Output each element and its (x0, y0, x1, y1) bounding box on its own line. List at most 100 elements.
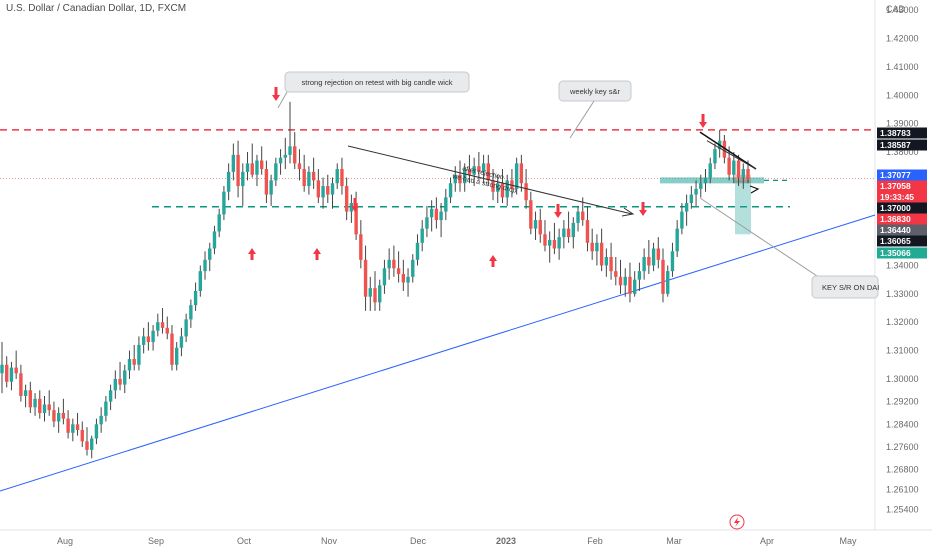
candle-body (14, 367, 18, 374)
candle-body (94, 424, 99, 439)
candle-body (212, 231, 217, 249)
candle-body (708, 163, 712, 178)
candle-body (557, 237, 561, 249)
candle-body (491, 180, 495, 192)
candle-body (727, 157, 731, 175)
candle-body (425, 217, 429, 229)
rejection-callout-pointer (277, 91, 288, 109)
x-tick-label: Apr (760, 536, 774, 546)
y-tick-label: 1.33000 (886, 289, 919, 299)
candle-body (623, 276, 627, 286)
candle-body (85, 441, 89, 450)
drop-arrow-head (621, 207, 635, 217)
price-label-bg (877, 139, 927, 151)
candle-body (354, 203, 358, 235)
y-tick-label: 1.42000 (886, 34, 919, 44)
price-label: 1.38783 (880, 128, 911, 138)
candle-body (123, 370, 127, 385)
x-tick-label: Dec (410, 536, 427, 546)
candle-body (387, 259, 391, 269)
y-tick-label: 1.32000 (886, 317, 919, 327)
candle-body (156, 322, 160, 331)
y-tick-label: 1.43000 (886, 5, 919, 15)
candle-body (269, 180, 273, 195)
candle-body (283, 154, 287, 158)
candle-body (241, 171, 245, 187)
candle-body (533, 220, 538, 229)
candle-body (208, 248, 212, 260)
candle-body (666, 271, 670, 294)
y-tick-label: 1.26800 (886, 465, 919, 475)
price-label-bg (877, 169, 927, 181)
resistance-down-arrow (554, 204, 562, 218)
y-tick-label: 1.25400 (886, 504, 919, 514)
candle-body (137, 344, 141, 365)
candle-body (71, 424, 75, 433)
candle-body (61, 412, 66, 419)
key-sr-callout-text: KEY S/R ON DAI (822, 283, 879, 292)
candle-body (514, 163, 519, 189)
candle-body (363, 259, 368, 297)
candle-body (326, 186, 330, 195)
x-tick-label: Feb (587, 536, 603, 546)
candle-body (56, 412, 61, 422)
candle-body (481, 163, 486, 172)
price-label-bg (877, 191, 927, 203)
candle-body (736, 160, 741, 178)
candle-body (595, 242, 599, 252)
candle-body (656, 248, 660, 260)
price-label: 1.37000 (880, 203, 911, 213)
candle-body (179, 336, 184, 348)
candle-body (566, 228, 571, 238)
candle-body (571, 222, 576, 238)
candle-body (382, 268, 387, 286)
descending-trendline (699, 131, 757, 170)
key-zone-box (660, 177, 764, 184)
y-tick-label: 1.39000 (886, 119, 919, 129)
candle-body (543, 234, 547, 246)
candle-body (335, 169, 339, 184)
candle-body (198, 271, 203, 292)
candle-body (344, 186, 349, 212)
candle-body (463, 169, 467, 184)
resistance-down-arrow (351, 198, 359, 212)
candle-body (250, 163, 254, 175)
chart-title: U.S. Dollar / Canadian Dollar, 1D, FXCM (6, 3, 187, 14)
candle-body (288, 146, 292, 155)
wedge-lower-line (706, 140, 757, 170)
alert-icon-ring (729, 514, 745, 530)
candle-body (226, 171, 231, 192)
alert-icon (734, 517, 740, 527)
candle-body (278, 157, 283, 164)
support-up-arrow (248, 248, 256, 260)
resistance-down-arrow (272, 87, 280, 101)
candle-body (245, 163, 250, 172)
candle-body (340, 169, 344, 187)
candle-body (453, 174, 457, 184)
price-label: 1.37058 (880, 181, 911, 191)
candle-body (651, 248, 656, 266)
candle-body (670, 251, 675, 272)
candle-body (614, 271, 618, 277)
y-tick-label: 1.29200 (886, 397, 919, 407)
candle-body (316, 180, 321, 198)
candle-body (401, 273, 406, 283)
candle-body (321, 186, 325, 198)
candle-body (392, 259, 396, 269)
price-label: 19:33:45 (880, 192, 914, 202)
candle-body (585, 220, 590, 243)
candle-body (222, 191, 226, 215)
y-tick-label: 1.40000 (886, 90, 919, 100)
candle-body (496, 183, 500, 192)
candle-body (19, 373, 23, 396)
rejection-callout-text: strong rejection on retest with big cand… (302, 78, 453, 87)
resistance-down-arrow (699, 114, 707, 128)
candle-body (165, 327, 169, 334)
candle-body (264, 169, 269, 195)
candle-body (330, 183, 335, 195)
currency-label: CAD (886, 4, 906, 14)
support-up-arrow (489, 255, 497, 267)
candle-body (9, 367, 14, 382)
candle-body (203, 259, 207, 272)
candle-body (411, 259, 415, 277)
